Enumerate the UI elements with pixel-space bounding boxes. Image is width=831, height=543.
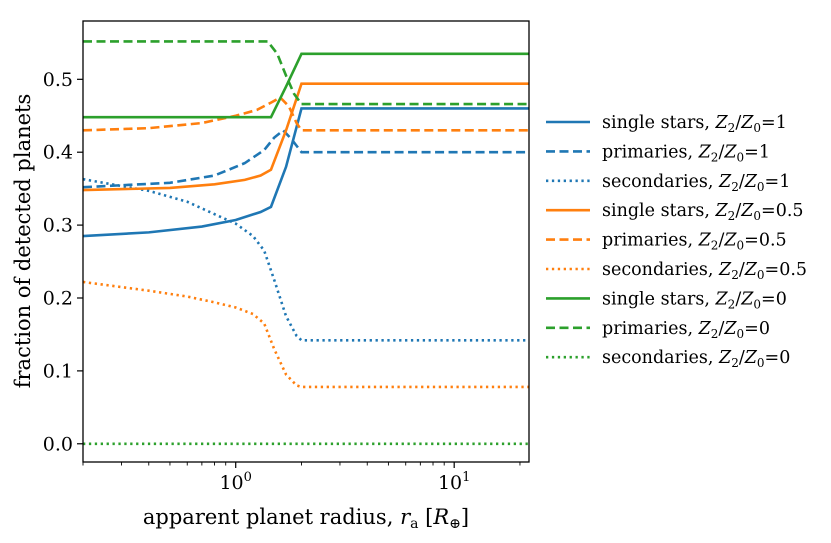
series-line-secondaries-z2-z0-1 [83,177,529,342]
y-tick-label: 0.5 [43,69,73,91]
y-tick-label: 0.0 [43,433,73,455]
y-tick-label: 0.1 [43,360,73,382]
legend-label-primaries-z2-z0-0-5: primaries, Z2/Z0=0.5 [602,231,787,253]
series-line-primaries-z2-z0-0 [83,40,529,106]
y-tick-label: 0.3 [43,215,73,237]
legend-label-primaries-z2-z0-0: primaries, Z2/Z0=0 [602,319,770,341]
plot-frame [82,20,530,463]
legend-label-primaries-z2-z0-1: primaries, Z2/Z0=1 [602,142,770,164]
x-axis-label: apparent planet radius, ra [R⊕] [143,505,469,532]
x-tick-label: 101 [438,470,470,494]
legend-label-secondaries-z2-z0-0-5: secondaries, Z2/Z0=0.5 [602,260,807,282]
series-layer [83,40,529,446]
y-axis-label: fraction of detected planets [11,94,35,389]
y-tick-label: 0.4 [43,142,73,164]
series-line-secondaries-z2-z0-0-5 [83,280,529,389]
series-line-single-stars-z2-z0-0 [83,52,529,119]
y-tick-label: 0.2 [43,287,73,309]
legend-label-single-stars-z2-z0-0: single stars, Z2/Z0=0 [602,289,787,311]
legend-label-secondaries-z2-z0-0: secondaries, Z2/Z0=0 [602,348,790,370]
series-line-single-stars-z2-z0-0-5 [83,82,529,192]
series-line-primaries-z2-z0-1 [83,128,529,189]
x-axis: 100 101 [82,462,521,494]
legend-label-single-stars-z2-z0-1: single stars, Z2/Z0=1 [602,113,787,135]
series-line-single-stars-z2-z0-1 [83,107,529,238]
legend-label-secondaries-z2-z0-1: secondaries, Z2/Z0=1 [602,172,790,194]
series-line-primaries-z2-z0-0-5 [83,95,529,132]
x-tick-label: 100 [219,470,251,494]
legend-label-single-stars-z2-z0-0-5: single stars, Z2/Z0=0.5 [602,201,804,223]
legend: single stars, Z2/Z0=1 primaries, Z2/Z0=1 s… [546,113,807,370]
y-axis: 0.0 0.1 0.2 0.3 0.4 0.5 [43,69,83,455]
